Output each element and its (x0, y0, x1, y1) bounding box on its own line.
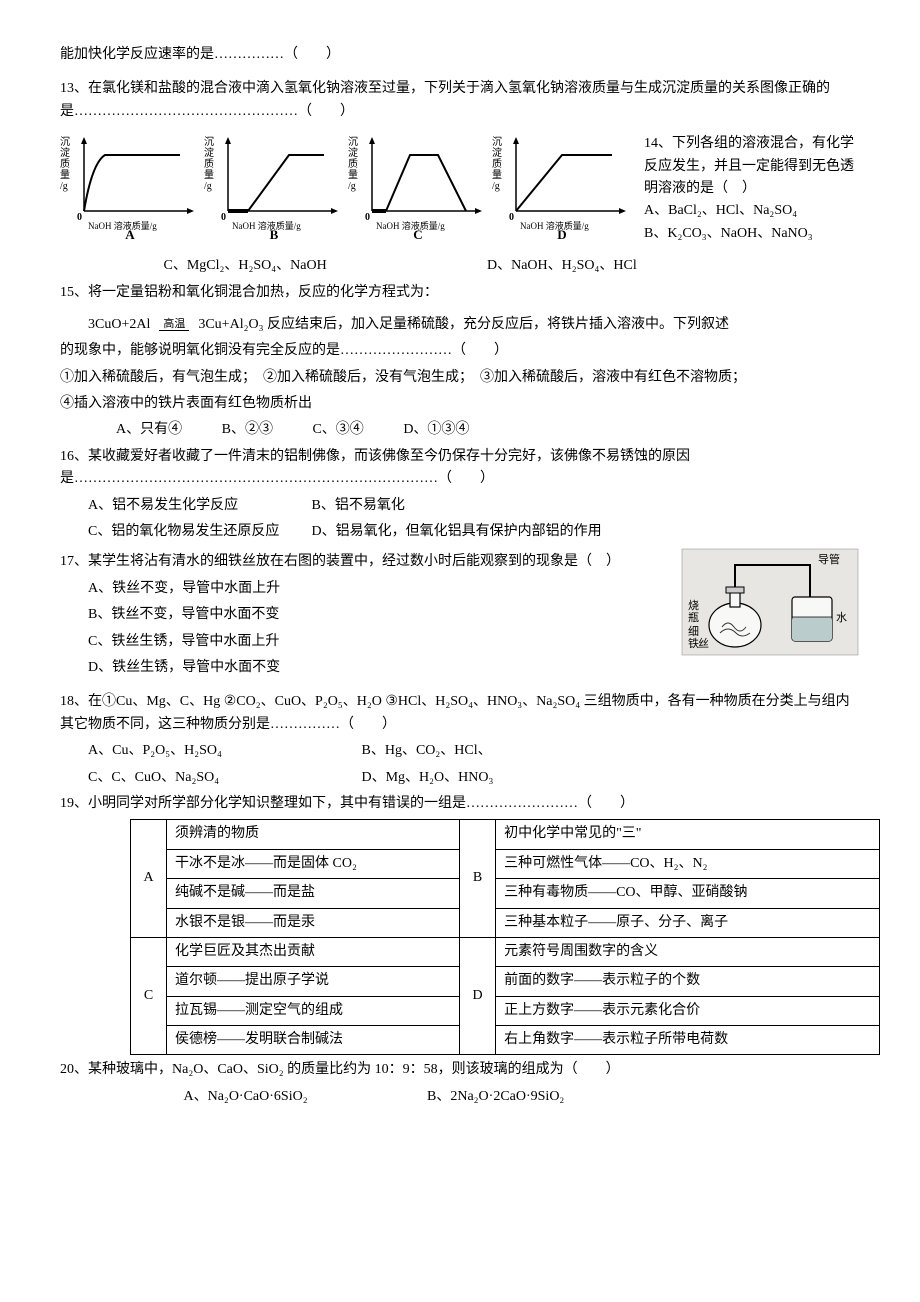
chart-c-xlabel: NaOH 溶液质量/g (376, 219, 445, 233)
chart-b-svg: 0 (204, 133, 344, 223)
chart-a-svg: 0 (60, 133, 200, 223)
q13-q14-opts: C、MgCl₂、H₂SO₄、NaOH D、NaOH、H₂SO₄、HCl (60, 255, 860, 277)
q19-A-label: A (131, 820, 167, 938)
q19-D-r2: 正上方数字——表示元素化合价 (496, 996, 880, 1025)
q14-side: 14、下列各组的溶液混合，有化学反应发生，并且一定能得到无色透明溶液的是（ ） … (636, 133, 860, 245)
q17-c: C、铁丝生锈，导管中水面上升 (60, 631, 680, 653)
q17-d: D、铁丝生锈，导管中水面不变 (60, 657, 680, 679)
q18-cd: C、C、CuO、Na₂SO₄ D、Mg、H₂O、HNO₃ (60, 767, 860, 789)
chart-c-svg: 0 (348, 133, 488, 223)
q18-ab: A、Cu、P₂O₅、H₂SO₄ B、Hg、CO₂、HCl、 (60, 740, 860, 762)
q12-stem: 能加快化学反应速率的是……………（ ） (60, 44, 860, 66)
q20-stem: 20、某种玻璃中，Na₂O、CaO、SiO₂ 的质量比约为 10：9：58，则该… (60, 1059, 860, 1081)
svg-text:水: 水 (836, 611, 847, 624)
q15-stem: 15、将一定量铝粉和氧化铜混合加热，反应的化学方程式为： (60, 282, 860, 304)
svg-text:0: 0 (221, 212, 226, 223)
q16-stem: 16、某收藏爱好者收藏了一件清末的铝制佛像，而该佛像至今仍保存十分完好，该佛像不… (60, 446, 860, 491)
chart-d: 沉 淀 质 量 /g 0 NaOH 溶液质量/g D (492, 133, 632, 243)
q19-C-h: 化学巨匠及其杰出贡献 (167, 937, 460, 966)
chart-b-ylabel: 沉 淀 质 量 /g (204, 137, 214, 192)
q19-B-r2: 三种有毒物质——CO、甲醇、亚硝酸钠 (496, 879, 880, 908)
q17-b: B、铁丝不变，导管中水面不变 (60, 604, 680, 626)
chart-b: 沉 淀 质 量 /g 0 NaOH 溶液质量/g B (204, 133, 344, 243)
q19-D-r3: 右上角数字——表示粒子所带电荷数 (496, 1026, 880, 1055)
q13-charts: 沉 淀 质 量 /g 0 NaOH 溶液质量/g A 沉 淀 质 量 /g (60, 133, 860, 245)
q19-C-label: C (131, 937, 167, 1055)
q18-stem: 18、在①Cu、Mg、C、Hg ②CO₂、CuO、P₂O₅、H₂O ③HCl、H… (60, 691, 860, 736)
q19-B-h: 初中化学中常见的"三" (496, 820, 880, 849)
q19-D-h: 元素符号周围数字的含义 (496, 937, 880, 966)
q19-A-h: 须辨清的物质 (167, 820, 460, 849)
svg-text:0: 0 (365, 212, 370, 223)
chart-d-xlabel: NaOH 溶液质量/g (520, 219, 589, 233)
q20-ab: A、Na₂O·CaO·6SiO₂ B、2Na₂O·2CaO·9SiO₂ (60, 1086, 860, 1108)
q17-stem: 17、某学生将沾有清水的细铁丝放在右图的装置中，经过数小时后能观察到的现象是（ … (60, 551, 680, 573)
dev-tube-label: 导管 (818, 552, 840, 566)
svg-text:0: 0 (509, 212, 514, 223)
q13-stem: 13、在氯化镁和盐酸的混合液中滴入氢氧化钠溶液至过量，下列关于滴入氢氧化钠溶液质… (60, 78, 860, 123)
q19-C-r2: 拉瓦锡——测定空气的组成 (167, 996, 460, 1025)
chart-b-xlabel: NaOH 溶液质量/g (232, 219, 301, 233)
q17-a: A、铁丝不变，导管中水面上升 (60, 578, 680, 600)
chart-a-ylabel: 沉 淀 质 量 /g (60, 137, 70, 192)
q15-opts: A、只有④ B、②③ C、③④ D、①③④ (60, 419, 860, 441)
q19-D-label: D (460, 937, 496, 1055)
chart-a-xlabel: NaOH 溶液质量/g (88, 219, 157, 233)
q15-line2: 的现象中，能够说明氧化铜没有完全反应的是……………………（ ） (60, 340, 860, 362)
q19-A-r2: 纯碱不是碱——而是盐 (167, 879, 460, 908)
q15-s1: ①加入稀硫酸后，有气泡生成； ②加入稀硫酸后，没有气泡生成； ③加入稀硫酸后，溶… (60, 367, 860, 389)
svg-text:细: 细 (688, 625, 699, 638)
q19-A-r3: 水银不是银——而是汞 (167, 908, 460, 937)
q19-D-r1: 前面的数字——表示粒子的个数 (496, 967, 880, 996)
svg-text:0: 0 (77, 212, 82, 223)
q19-stem: 19、小明同学对所学部分化学知识整理如下，其中有错误的一组是……………………（ … (60, 793, 860, 815)
chart-d-svg: 0 (492, 133, 632, 223)
q19-B-r3: 三种基本粒子——原子、分子、离子 (496, 908, 880, 937)
chart-d-ylabel: 沉 淀 质 量 /g (492, 137, 502, 192)
q15-eq: 3CuO+2Al 高温 3Cu+Al₂O₃ 反应结束后，加入足量稀硫酸，充分反应… (60, 314, 860, 336)
svg-text:丝: 丝 (698, 637, 709, 650)
q16-ab: A、铝不易发生化学反应 B、铝不易氧化 (60, 495, 860, 517)
chart-c-ylabel: 沉 淀 质 量 /g (348, 137, 358, 192)
svg-text:瓶: 瓶 (688, 610, 699, 624)
q16-cd: C、铝的氧化物易发生还原反应 D、铝易氧化，但氧化铝具有保护内部铝的作用 (60, 521, 860, 543)
svg-text:烧: 烧 (688, 599, 699, 612)
chart-a: 沉 淀 质 量 /g 0 NaOH 溶液质量/g A (60, 133, 200, 243)
q15-s2: ④插入溶液中的铁片表面有红色物质析出 (60, 393, 860, 415)
chart-c: 沉 淀 质 量 /g 0 NaOH 溶液质量/g C (348, 133, 488, 243)
q19-A-r1: 干冰不是冰——而是固体 CO₂ (167, 849, 460, 878)
q19-C-r3: 侯德榜——发明联合制碱法 (167, 1026, 460, 1055)
q17-device: 导管 烧 瓶 细 铁 丝 水 (680, 547, 860, 657)
q19-B-r1: 三种可燃性气体——CO、H₂、N₂ (496, 849, 880, 878)
q19-C-r1: 道尔顿——提出原子学说 (167, 967, 460, 996)
q19-table: A 须辨清的物质 B 初中化学中常见的"三" 干冰不是冰——而是固体 CO₂ 三… (130, 819, 880, 1055)
q19-B-label: B (460, 820, 496, 938)
